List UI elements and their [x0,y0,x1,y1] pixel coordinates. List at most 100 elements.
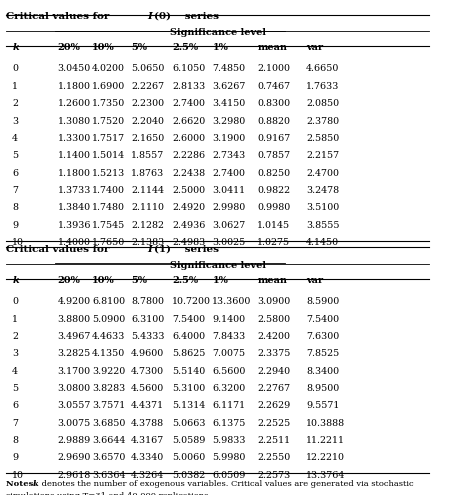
Text: Critical values for: Critical values for [6,245,113,254]
Text: 0.7467: 0.7467 [257,82,291,91]
Text: series: series [181,245,219,254]
Text: 3.0800: 3.0800 [58,384,91,393]
Text: 3.0450: 3.0450 [58,64,91,73]
Text: 3.0025: 3.0025 [212,238,246,247]
Text: 1.3080: 1.3080 [58,116,91,126]
Text: 2.1110: 2.1110 [131,203,164,212]
Text: 1%: 1% [212,43,228,52]
Text: 8: 8 [12,436,18,445]
Text: 2.6000: 2.6000 [172,134,205,143]
Text: 4.3264: 4.3264 [131,471,164,480]
Text: 2.8133: 2.8133 [172,82,205,91]
Text: 7: 7 [12,419,18,428]
Text: 3.8283: 3.8283 [92,384,126,393]
Text: 7: 7 [12,186,18,195]
Text: 9.1400: 9.1400 [212,315,246,324]
Text: 2.2040: 2.2040 [131,116,164,126]
Text: 6.3200: 6.3200 [212,384,246,393]
Text: 6.4000: 6.4000 [172,332,205,341]
Text: 0.8820: 0.8820 [257,116,291,126]
Text: 2.2550: 2.2550 [257,453,291,462]
Text: 1.1400: 1.1400 [58,151,91,160]
Text: k: k [12,276,19,285]
Text: 2.5%: 2.5% [172,276,198,285]
Text: 1.8557: 1.8557 [131,151,164,160]
Text: 5.0060: 5.0060 [172,453,205,462]
Text: 2.2511: 2.2511 [257,436,291,445]
Text: 1.7350: 1.7350 [92,99,126,108]
Text: 3.8555: 3.8555 [306,221,340,230]
Text: k: k [12,43,19,52]
Text: 4.6650: 4.6650 [306,64,339,73]
Text: Critical values for: Critical values for [6,12,113,21]
Text: 1.4000: 1.4000 [58,238,91,247]
Text: 5: 5 [12,151,18,160]
Text: 2.2267: 2.2267 [131,82,164,91]
Text: 2.9690: 2.9690 [58,453,91,462]
Text: k: k [33,480,38,488]
Text: 3.2478: 3.2478 [306,186,339,195]
Text: 3.0411: 3.0411 [212,186,246,195]
Text: 4.9200: 4.9200 [58,297,91,306]
Text: 2.5%: 2.5% [172,43,198,52]
Text: 1: 1 [12,82,18,91]
Text: 2.2629: 2.2629 [257,401,291,410]
Text: 3.4967: 3.4967 [58,332,91,341]
Text: 1.7545: 1.7545 [92,221,126,230]
Text: I: I [147,245,153,254]
Text: 7.5400: 7.5400 [172,315,205,324]
Text: 2.4983: 2.4983 [172,238,205,247]
Text: 9: 9 [12,221,18,230]
Text: 2.2767: 2.2767 [257,384,291,393]
Text: 2.5850: 2.5850 [306,134,339,143]
Text: var: var [306,43,323,52]
Text: 5.0650: 5.0650 [131,64,164,73]
Text: Significance level: Significance level [170,28,265,37]
Text: 1.5213: 1.5213 [92,169,126,178]
Text: 1: 1 [12,315,18,324]
Text: 2.4936: 2.4936 [172,221,206,230]
Text: series: series [181,12,219,21]
Text: 1.7633: 1.7633 [306,82,339,91]
Text: 7.6300: 7.6300 [306,332,339,341]
Text: 2.4700: 2.4700 [306,169,339,178]
Text: 6.5600: 6.5600 [212,367,246,376]
Text: 4.4371: 4.4371 [131,401,164,410]
Text: 2.1282: 2.1282 [131,221,164,230]
Text: 0.7857: 0.7857 [257,151,291,160]
Text: 2.3780: 2.3780 [306,116,339,126]
Text: 3.0900: 3.0900 [257,297,291,306]
Text: 3.0557: 3.0557 [58,401,91,410]
Text: 2.0850: 2.0850 [306,99,339,108]
Text: 2.2573: 2.2573 [257,471,291,480]
Text: 2.7400: 2.7400 [172,99,205,108]
Text: 10: 10 [12,238,24,247]
Text: 1.6900: 1.6900 [92,82,126,91]
Text: 0.8300: 0.8300 [257,99,291,108]
Text: 4: 4 [12,134,18,143]
Text: 3.6850: 3.6850 [92,419,126,428]
Text: 8.3400: 8.3400 [306,367,339,376]
Text: 5.0382: 5.0382 [172,471,205,480]
Text: 8.5900: 8.5900 [306,297,339,306]
Text: 0: 0 [12,64,18,73]
Text: var: var [306,276,323,285]
Text: 2.4200: 2.4200 [257,332,291,341]
Text: 6.0509: 6.0509 [212,471,246,480]
Text: 6: 6 [12,169,18,178]
Text: 5: 5 [12,384,18,393]
Text: 4.4633: 4.4633 [92,332,126,341]
Text: 7.4850: 7.4850 [212,64,246,73]
Text: denotes the number of exogenous variables. Critical values are generated via sto: denotes the number of exogenous variable… [38,480,413,488]
Text: 6.8100: 6.8100 [92,297,125,306]
Text: 5.3100: 5.3100 [172,384,205,393]
Text: 3.0075: 3.0075 [58,419,91,428]
Text: 2.9618: 2.9618 [58,471,91,480]
Text: 5.1314: 5.1314 [172,401,205,410]
Text: 5%: 5% [131,43,147,52]
Text: 2.6620: 2.6620 [172,116,205,126]
Text: 3.1700: 3.1700 [58,367,91,376]
Text: 5.0589: 5.0589 [172,436,206,445]
Text: 2.5800: 2.5800 [257,315,291,324]
Text: 10: 10 [12,471,24,480]
